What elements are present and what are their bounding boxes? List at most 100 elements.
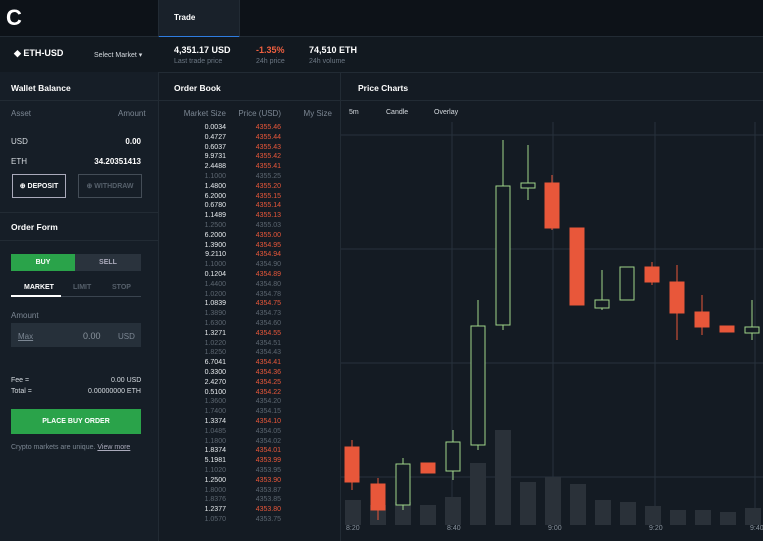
max[interactable]: Max	[18, 332, 34, 341]
candle	[669, 281, 685, 314]
price: 4354.22	[255, 388, 281, 396]
price: 4355.15	[255, 192, 281, 200]
price: 4354.36	[255, 369, 281, 376]
book-column: Market Size	[183, 109, 226, 118]
price: 4354.90	[255, 261, 281, 269]
amount: 34.20351413	[94, 157, 141, 166]
market-size: 1.8376	[204, 496, 226, 504]
wallet-title: Wallet Balance	[11, 83, 71, 93]
time-label: 9:20	[649, 525, 663, 532]
price: 4354.02	[255, 437, 281, 445]
price: 4354.94	[255, 251, 281, 259]
market-size: 1.8250	[204, 349, 226, 357]
market-size: 1.0570	[204, 516, 226, 523]
tab-underline	[11, 295, 61, 297]
deposit-label: DEPOSIT	[27, 182, 59, 190]
price: 4353.99	[255, 457, 281, 465]
divider	[0, 240, 158, 241]
candle-chart	[341, 122, 763, 525]
candle	[594, 299, 610, 309]
candle	[694, 311, 710, 328]
market-size: 1.2500	[204, 222, 226, 229]
market-size: 6.7041	[204, 359, 226, 367]
time-label: 9:40	[750, 525, 763, 532]
sell[interactable]: SELL	[75, 254, 141, 271]
divider	[11, 296, 141, 297]
stat-value: 4,351.17 USD	[174, 45, 231, 55]
price: 4355.14	[255, 202, 281, 210]
candle	[520, 182, 536, 189]
price: 4355.42	[255, 153, 281, 161]
price: 4354.10	[255, 418, 281, 425]
divider	[0, 212, 158, 213]
amount-input[interactable]	[11, 323, 141, 347]
candle	[370, 483, 386, 511]
note: Crypto markets are unique. View more	[11, 444, 130, 451]
chart-control: Candle	[386, 109, 409, 116]
candle	[719, 325, 735, 333]
tab-label: Trade	[174, 13, 196, 22]
withdraw[interactable]: ⊕ WITHDRAW	[78, 174, 142, 198]
market-size: 6.2000	[204, 192, 226, 200]
market-size: 1.4400	[204, 280, 226, 288]
asset: ETH	[11, 157, 27, 166]
candles	[344, 140, 760, 520]
asset: USD	[11, 137, 28, 146]
price: 4354.05	[255, 427, 281, 435]
charts-title: Price Charts	[358, 83, 409, 93]
market-name: ETH-USD	[23, 48, 64, 58]
price: 4355.25	[255, 173, 281, 180]
deposit[interactable]: ⊕ DEPOSIT	[12, 174, 66, 198]
candle	[470, 325, 486, 446]
tab[interactable]	[158, 0, 240, 38]
total-label: Total =	[11, 388, 32, 395]
amount: 0.00	[125, 137, 141, 146]
price: 4354.60	[255, 320, 281, 327]
fee-label: Fee =	[11, 377, 30, 384]
candle	[344, 446, 360, 483]
logo[interactable]: C	[6, 5, 22, 30]
price: 4354.01	[255, 447, 281, 455]
price: 4354.15	[255, 408, 281, 416]
market-bar	[0, 37, 763, 73]
price: 4353.80	[255, 506, 281, 514]
market-size: 0.6780	[204, 202, 226, 210]
market[interactable]: ◆ ETH-USD	[14, 48, 64, 58]
book-title: Order Book	[174, 83, 221, 93]
book-column: Price (USD)	[238, 109, 281, 118]
order-tab: LIMIT	[73, 284, 92, 291]
candle	[395, 463, 411, 506]
buy[interactable]: BUY	[11, 254, 75, 271]
col: Asset	[11, 109, 32, 118]
order-tab: STOP	[112, 284, 131, 291]
note-link[interactable]: View more	[97, 444, 131, 451]
price: 4353.90	[255, 476, 281, 484]
divider	[340, 72, 341, 541]
amount-unit: USD	[118, 332, 135, 341]
market-size: 1.8000	[204, 486, 226, 494]
market-size: 1.8374	[204, 447, 226, 455]
price: 4355.20	[255, 182, 281, 190]
market-size: 9.2110	[205, 251, 226, 259]
market-size: 1.1800	[204, 437, 226, 445]
place-order[interactable]: PLACE BUY ORDER	[11, 409, 141, 434]
market-size: 5.1981	[204, 457, 226, 465]
market-size: 2.4488	[204, 163, 226, 171]
price: 4354.25	[255, 378, 281, 386]
price: 4354.20	[255, 398, 281, 406]
market-size: 6.2000	[204, 231, 226, 239]
market-size: 1.6300	[204, 320, 226, 327]
price: 4355.13	[255, 212, 281, 220]
market-size: 1.0485	[204, 427, 226, 435]
time-label: 8:20	[346, 525, 360, 532]
price: 4354.89	[255, 271, 281, 278]
market-size: 0.3300	[204, 369, 226, 376]
market-size: 1.0839	[204, 300, 226, 308]
price: 4354.55	[255, 329, 281, 337]
select-market[interactable]: Select Market ▾	[94, 52, 143, 59]
volume	[345, 430, 761, 525]
col: Amount	[118, 109, 146, 118]
stat-label: Last trade price	[174, 58, 223, 65]
candle	[644, 266, 660, 283]
fee-value: 0.00 USD	[111, 377, 142, 384]
